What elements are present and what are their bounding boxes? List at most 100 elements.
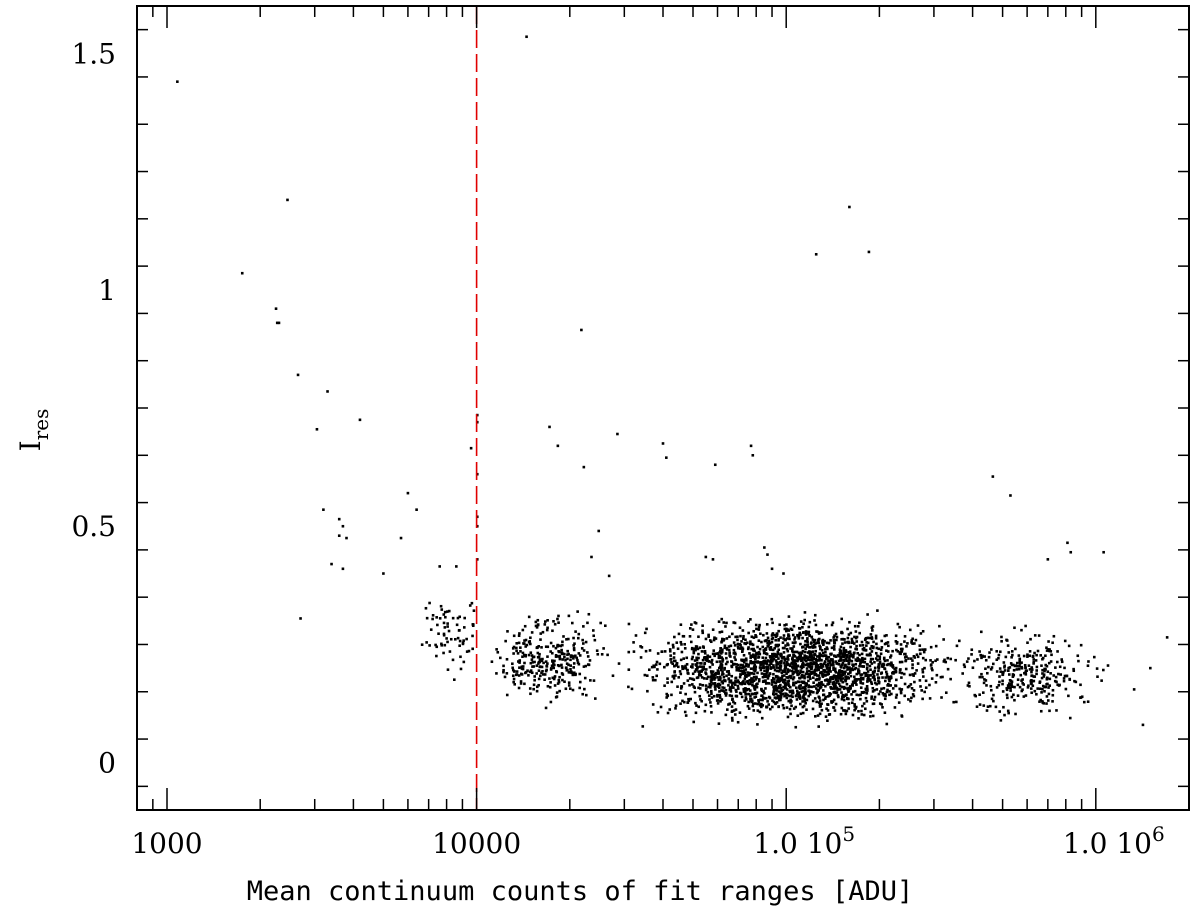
data-point	[816, 683, 819, 687]
data-point	[562, 635, 565, 638]
data-point	[1079, 696, 1082, 699]
data-point	[817, 641, 821, 645]
data-point	[852, 675, 856, 679]
data-point	[813, 673, 817, 676]
data-point	[783, 623, 786, 627]
data-point	[791, 689, 794, 693]
data-point	[681, 634, 685, 638]
data-point	[496, 650, 500, 654]
data-point	[820, 658, 823, 662]
data-point	[720, 680, 724, 683]
data-point	[544, 706, 548, 710]
data-point	[734, 676, 738, 680]
data-point	[520, 665, 524, 669]
data-point	[639, 645, 642, 648]
data-point	[595, 649, 599, 652]
data-point	[753, 663, 757, 667]
data-point	[549, 681, 552, 684]
data-point	[860, 677, 863, 680]
data-point	[942, 638, 945, 641]
data-point	[1028, 668, 1032, 671]
data-point	[763, 669, 766, 673]
data-point	[668, 708, 672, 711]
data-point	[1002, 661, 1006, 664]
data-point	[1096, 675, 1099, 678]
data-point	[872, 645, 875, 649]
data-point	[757, 656, 760, 659]
data-point	[663, 650, 667, 653]
data-point	[891, 687, 895, 690]
data-point	[851, 713, 855, 717]
data-point	[913, 642, 916, 645]
data-point	[537, 669, 541, 672]
data-point	[611, 674, 615, 678]
data-point	[738, 643, 742, 646]
data-point	[573, 642, 576, 645]
data-point	[561, 678, 564, 682]
data-point	[1008, 684, 1012, 687]
data-point	[850, 701, 854, 705]
data-point	[786, 693, 789, 697]
data-point	[443, 610, 447, 614]
data-point	[908, 628, 912, 632]
data-point	[924, 679, 928, 683]
data-point	[847, 690, 850, 693]
data-point	[943, 658, 946, 662]
data-point	[813, 645, 817, 649]
data-point	[1034, 659, 1038, 662]
data-point	[848, 685, 852, 688]
data-point	[879, 690, 882, 693]
data-point	[572, 647, 576, 650]
data-point	[712, 673, 716, 677]
data-point	[763, 650, 766, 653]
data-point	[1003, 664, 1006, 668]
data-point	[730, 716, 734, 720]
data-point	[855, 644, 858, 648]
data-point	[447, 629, 451, 633]
data-point	[786, 715, 790, 719]
data-point	[895, 678, 898, 682]
data-point	[827, 655, 831, 659]
data-point	[806, 651, 810, 654]
data-point	[797, 695, 801, 699]
data-point	[766, 700, 769, 703]
data-point	[909, 699, 912, 703]
data-point	[721, 681, 725, 685]
data-point	[758, 652, 762, 656]
data-point	[1095, 667, 1099, 670]
data-point	[817, 638, 820, 642]
data-point	[713, 654, 716, 658]
data-point	[799, 633, 802, 636]
data-point	[946, 667, 950, 671]
data-point	[845, 682, 849, 686]
data-point	[698, 694, 702, 698]
data-point	[424, 606, 428, 610]
data-point	[875, 642, 878, 646]
data-point	[878, 657, 882, 661]
data-point	[812, 657, 816, 661]
data-point	[781, 703, 785, 707]
data-point	[883, 692, 887, 696]
data-point	[921, 648, 924, 651]
data-point	[1024, 694, 1028, 697]
data-point	[854, 666, 858, 670]
data-point	[778, 623, 781, 627]
data-point	[774, 638, 777, 642]
data-point	[846, 687, 849, 690]
data-point	[816, 641, 819, 645]
data-point	[843, 664, 847, 667]
data-point	[774, 644, 778, 647]
data-point	[833, 634, 836, 637]
data-point	[830, 623, 834, 627]
data-point	[819, 671, 823, 674]
data-point	[863, 660, 867, 664]
data-point	[732, 641, 736, 644]
data-point	[805, 670, 809, 673]
data-point	[870, 636, 874, 639]
data-point	[822, 693, 825, 697]
data-point	[550, 651, 554, 655]
data-point	[701, 631, 705, 635]
data-point	[699, 674, 703, 677]
data-point	[919, 652, 922, 656]
data-point	[560, 648, 563, 652]
